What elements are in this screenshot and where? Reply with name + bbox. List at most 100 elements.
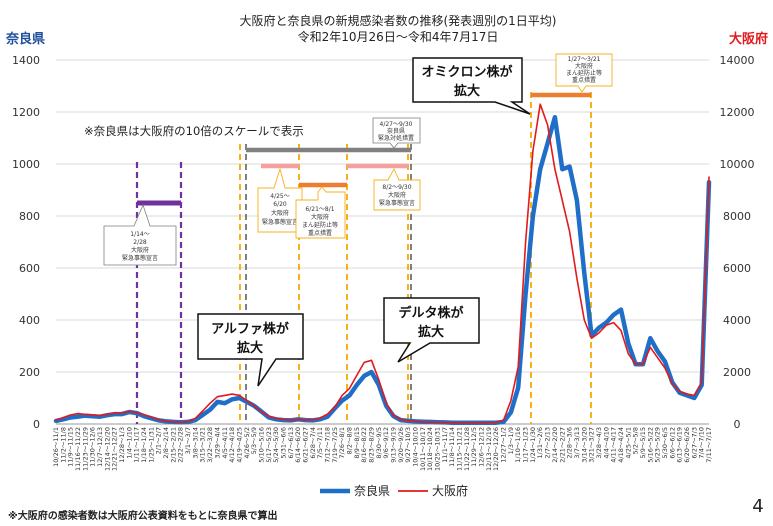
x-tick-label: 1/18～1/24 bbox=[140, 427, 148, 463]
x-tick-label: 5/17～5/23 bbox=[265, 427, 273, 463]
x-tick-label: 11/16～11/22 bbox=[74, 427, 82, 471]
omicron-callout-line1: オミクロン株が bbox=[421, 64, 512, 80]
x-tick-label: 4/11～4/17 bbox=[610, 427, 618, 463]
x-tick-label: 4/12～4/18 bbox=[228, 427, 236, 463]
x-tick-label: 7/11～7/17 bbox=[705, 427, 713, 463]
box5-line1: 4/27～9/30 bbox=[380, 121, 413, 128]
info-box-6: 1/27～3/21 大阪府 まん延防止等 重点措置 bbox=[555, 53, 613, 93]
x-tick-label: 3/7～3/13 bbox=[573, 427, 581, 459]
x-tick-label: 2/8～2/14 bbox=[162, 427, 170, 459]
x-tick-label: 6/28～7/4 bbox=[309, 427, 317, 459]
x-tick-label: 5/16～5/22 bbox=[646, 427, 654, 463]
info-box-5: 4/27～9/30 奈良県 緊急対処措置 bbox=[372, 117, 421, 149]
x-tick-label: 5/24～5/30 bbox=[272, 427, 280, 463]
box6-line2: 大阪府 bbox=[575, 62, 593, 70]
x-tick-label: 2/15～2/21 bbox=[169, 427, 177, 463]
right-tick-label: 10000 bbox=[720, 158, 755, 171]
x-tick-label: 6/6～6/12 bbox=[668, 427, 676, 459]
x-tick-label: 5/31～6/6 bbox=[279, 427, 287, 459]
delta-callout-line2: 拡大 bbox=[418, 324, 444, 340]
box2-line2: 6/20 bbox=[273, 201, 287, 208]
right-axis-ticks: 0 2000 4000 6000 8000 10000 12000 14000 bbox=[720, 54, 755, 431]
x-tick-label: 5/2～5/8 bbox=[632, 427, 640, 454]
x-tick-label: 3/21～3/27 bbox=[588, 427, 596, 463]
x-tick-label: 1/4～1/10 bbox=[125, 427, 133, 459]
left-tick-label: 1000 bbox=[12, 158, 40, 171]
delta-callout-line1: デルタ株が bbox=[398, 305, 463, 321]
series-line-nara bbox=[53, 114, 712, 425]
right-tick-label: 6000 bbox=[723, 262, 751, 275]
x-tick-label: 11/22～11/28 bbox=[463, 427, 471, 471]
right-tick-label: 2000 bbox=[723, 366, 751, 379]
omicron-callout-line2: 拡大 bbox=[454, 83, 480, 99]
box6-line4: 重点措置 bbox=[572, 76, 596, 84]
x-tick-label: 9/6～9/12 bbox=[382, 427, 390, 459]
info-box-4: 8/2～9/30 大阪府 緊急事態宣言 bbox=[373, 167, 421, 211]
info-box-3: 6/21～8/1 大阪府 まん延防止等 重点措置 bbox=[295, 186, 346, 239]
box3-line2: 大阪府 bbox=[311, 213, 329, 221]
box3-line3: まん延防止等 bbox=[302, 221, 338, 229]
x-tick-label: 6/20～6/26 bbox=[683, 427, 691, 463]
x-tick-label: 7/5～7/11 bbox=[316, 427, 324, 459]
x-tick-label: 8/23～8/29 bbox=[367, 427, 375, 463]
x-tick-label: 4/25～5/1 bbox=[624, 427, 632, 459]
x-tick-label: 1/25～1/31 bbox=[147, 427, 155, 463]
x-tick-label: 2/14～2/20 bbox=[551, 427, 559, 463]
x-tick-label: 11/29～12/5 bbox=[470, 427, 478, 467]
box2-line1: 4/25～ bbox=[270, 193, 289, 200]
x-tick-label: 6/7～6/13 bbox=[287, 427, 295, 459]
x-tick-label: 2/21～2/27 bbox=[558, 427, 566, 463]
x-tick-label: 11/23～11/29 bbox=[81, 427, 89, 471]
x-tick-label: 9/13～9/19 bbox=[390, 427, 398, 463]
box6-line1: 1/27～3/21 bbox=[568, 56, 601, 63]
x-tick-label: 12/20～12/26 bbox=[492, 427, 500, 471]
left-axis-title: 奈良県 bbox=[5, 31, 45, 47]
x-tick-label: 5/3～5/9 bbox=[250, 427, 258, 454]
omicron-callout: オミクロン株が 拡大 bbox=[412, 57, 531, 115]
info-box-2: 4/25～ 6/20 大阪府 緊急事態宣言 bbox=[257, 167, 303, 233]
footnote: ※大阪府の感染者数は大阪府公表資料をもとに奈良県で算出 bbox=[8, 509, 278, 522]
box1-line1: 1/14～ bbox=[130, 231, 149, 238]
legend-label-nara: 奈良県 bbox=[354, 483, 390, 498]
x-tick-label: 3/14～3/20 bbox=[580, 427, 588, 463]
x-tick-label: 5/9～5/15 bbox=[639, 427, 647, 459]
x-tick-label: 12/13～12/19 bbox=[485, 427, 493, 471]
info-box-1: 1/14～ 2/28 大阪府 緊急事態宣言 bbox=[103, 203, 177, 266]
x-tick-label: 8/30～9/5 bbox=[375, 427, 383, 459]
x-tick-label: 11/30～12/6 bbox=[89, 427, 97, 467]
box5-line2: 奈良県 bbox=[387, 127, 405, 135]
x-tick-label: 3/29～4/4 bbox=[213, 427, 221, 459]
box6-line3: まん延防止等 bbox=[566, 69, 602, 77]
left-axis-ticks: 0 200 400 600 800 1000 1200 1400 bbox=[12, 54, 40, 431]
left-tick-label: 200 bbox=[19, 366, 40, 379]
x-tick-label: 12/14～12/20 bbox=[103, 427, 111, 471]
x-tick-label: 7/19～7/25 bbox=[331, 427, 339, 463]
box4-line1: 8/2～9/30 bbox=[382, 184, 411, 191]
x-tick-label: 7/4～7/10 bbox=[698, 427, 706, 459]
x-tick-label: 7/26～8/1 bbox=[338, 427, 346, 459]
box2-line3: 大阪府 bbox=[271, 209, 289, 217]
x-tick-label: 8/2～8/8 bbox=[345, 427, 353, 454]
x-tick-label: 5/10～5/16 bbox=[257, 427, 265, 463]
left-tick-label: 400 bbox=[19, 314, 40, 327]
x-tick-label: 10/18～10/24 bbox=[426, 427, 434, 471]
x-tick-label: 12/7～12/13 bbox=[96, 427, 104, 467]
delta-callout: デルタ株が 拡大 bbox=[383, 297, 480, 363]
left-tick-label: 1400 bbox=[12, 54, 40, 67]
box4-line2: 大阪府 bbox=[388, 191, 406, 199]
policy-markers bbox=[135, 92, 592, 424]
left-tick-label: 0 bbox=[33, 418, 40, 431]
legend: 奈良県 大阪府 bbox=[320, 483, 468, 498]
legend-label-osaka: 大阪府 bbox=[432, 483, 468, 498]
x-tick-label: 10/11～10/17 bbox=[419, 427, 427, 471]
x-tick-label: 2/7～2/13 bbox=[544, 427, 552, 459]
series-line-osaka bbox=[55, 103, 710, 424]
left-tick-label: 600 bbox=[19, 262, 40, 275]
x-tick-label: 6/21～6/27 bbox=[301, 427, 309, 463]
right-tick-label: 14000 bbox=[720, 54, 755, 67]
x-tick-label: 11/9～11/15 bbox=[67, 427, 75, 467]
box5-line3: 緊急対処措置 bbox=[378, 134, 414, 142]
x-tick-label: 11/8～11/14 bbox=[448, 427, 456, 467]
x-tick-label: 1/11～1/17 bbox=[133, 427, 141, 463]
